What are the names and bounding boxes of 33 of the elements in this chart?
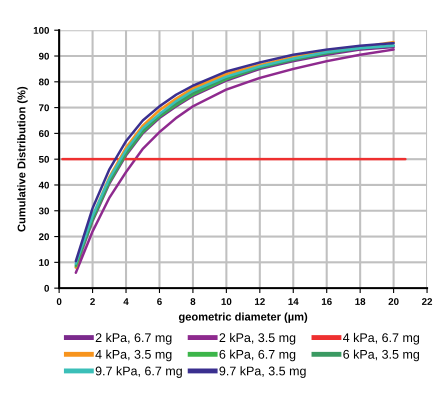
y-tick-label: 60 xyxy=(38,130,50,138)
legend-label: 6 kPa, 3.5 mg xyxy=(343,350,420,362)
y-tick-label: 0 xyxy=(44,284,50,292)
x-tick-label: 2 xyxy=(90,298,95,305)
legend-label: 4 kPa, 6.7 mg xyxy=(342,332,420,345)
x-tick-label: 20 xyxy=(388,298,399,306)
legend-label: 9.7 kPa, 6.7 mg xyxy=(96,366,182,378)
x-tick-label: 10 xyxy=(222,298,232,306)
y-tick-label: 20 xyxy=(38,233,50,240)
x-axis-title: geometric diameter (µm) xyxy=(178,312,308,323)
x-tick-label: 6 xyxy=(157,298,162,306)
legend-label: 4 kPa, 3.5 mg xyxy=(95,350,172,362)
y-tick-label: 50 xyxy=(38,156,50,163)
x-tick-label: 12 xyxy=(255,298,265,305)
y-tick-label: 10 xyxy=(39,259,50,266)
legend-label: 2 kPa, 3.5 mg xyxy=(220,332,296,345)
x-tick-label: 18 xyxy=(355,298,366,306)
x-tick-label: 14 xyxy=(288,298,299,305)
x-tick-label: 16 xyxy=(322,298,332,306)
legend-label: 9.7 kPa, 3.5 mg xyxy=(219,366,306,378)
y-tick-label: 100 xyxy=(34,26,50,34)
y-tick-label: 30 xyxy=(38,208,50,214)
legend-label: 2 kPa, 6.7 mg xyxy=(96,332,172,345)
x-tick-label: 8 xyxy=(190,298,196,306)
y-tick-label: 90 xyxy=(38,52,50,60)
x-tick-label: 0 xyxy=(56,298,62,306)
y-tick-label: 80 xyxy=(38,78,50,86)
x-tick-label: 22 xyxy=(422,298,432,305)
y-axis-title: Cumulative Distribution (%) xyxy=(17,86,28,232)
y-tick-label: 70 xyxy=(39,104,50,112)
y-tick-label: 40 xyxy=(38,182,50,189)
legend-label: 6 kPa, 6.7 mg xyxy=(220,350,296,362)
x-tick-label: 4 xyxy=(123,298,129,305)
